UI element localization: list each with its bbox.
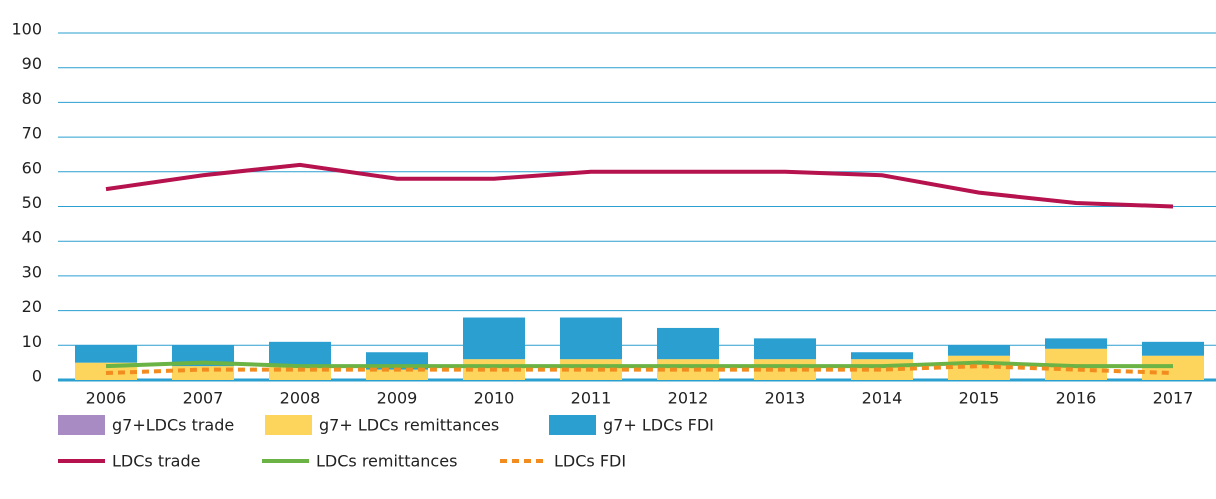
y-tick-label: 50 (22, 193, 42, 212)
x-tick-label: 2016 (1056, 389, 1097, 408)
y-tick-label: 40 (22, 228, 42, 247)
bar-segment (1045, 338, 1107, 349)
bar-segment (366, 369, 428, 380)
x-tick-label: 2013 (765, 389, 806, 408)
line-series (105, 364, 1174, 376)
x-tick-label: 2009 (377, 389, 418, 408)
legend-label: g7+LDCs trade (112, 416, 234, 435)
x-tick-label: 2015 (959, 389, 1000, 408)
bar-segment (851, 352, 913, 360)
y-tick-label: 10 (22, 332, 42, 351)
bar-segment (1142, 341, 1204, 356)
legend-label: g7+ LDCs remittances (319, 416, 499, 435)
bar-segment (75, 345, 137, 363)
x-tick-label: 2010 (474, 389, 515, 408)
bar-segment (172, 345, 234, 367)
bar-segment (948, 345, 1010, 356)
y-tick-label: 60 (22, 158, 42, 177)
x-tick-label: 2006 (86, 389, 127, 408)
y-tick-label: 90 (22, 54, 42, 73)
bar-segment (657, 327, 719, 360)
legend-label: LDCs FDI (554, 452, 626, 471)
y-tick-label: 100 (11, 20, 42, 39)
y-tick-label: 80 (22, 89, 42, 108)
x-tick-label: 2017 (1153, 389, 1194, 408)
x-tick-label: 2014 (862, 389, 903, 408)
y-tick-label: 0 (32, 367, 42, 386)
x-tick-label: 2012 (668, 389, 709, 408)
legend-label: LDCs remittances (316, 452, 457, 471)
x-tick-label: 2008 (280, 389, 321, 408)
legend-label: LDCs trade (112, 452, 200, 471)
bar-segment (269, 341, 331, 367)
y-tick-label: 20 (22, 297, 42, 316)
legend-label: g7+ LDCs FDI (603, 416, 714, 435)
y-tick-label: 30 (22, 262, 42, 281)
bar-segment (754, 338, 816, 360)
line-series (105, 360, 1173, 369)
legend-swatch (265, 415, 312, 435)
bar-segment (463, 317, 525, 360)
legend-swatch (549, 415, 596, 435)
y-tick-label: 70 (22, 124, 42, 143)
x-tick-label: 2007 (183, 389, 224, 408)
bar-segment (560, 317, 622, 360)
legend-swatch (58, 415, 105, 435)
x-tick-label: 2011 (571, 389, 612, 408)
line-series (105, 162, 1174, 209)
